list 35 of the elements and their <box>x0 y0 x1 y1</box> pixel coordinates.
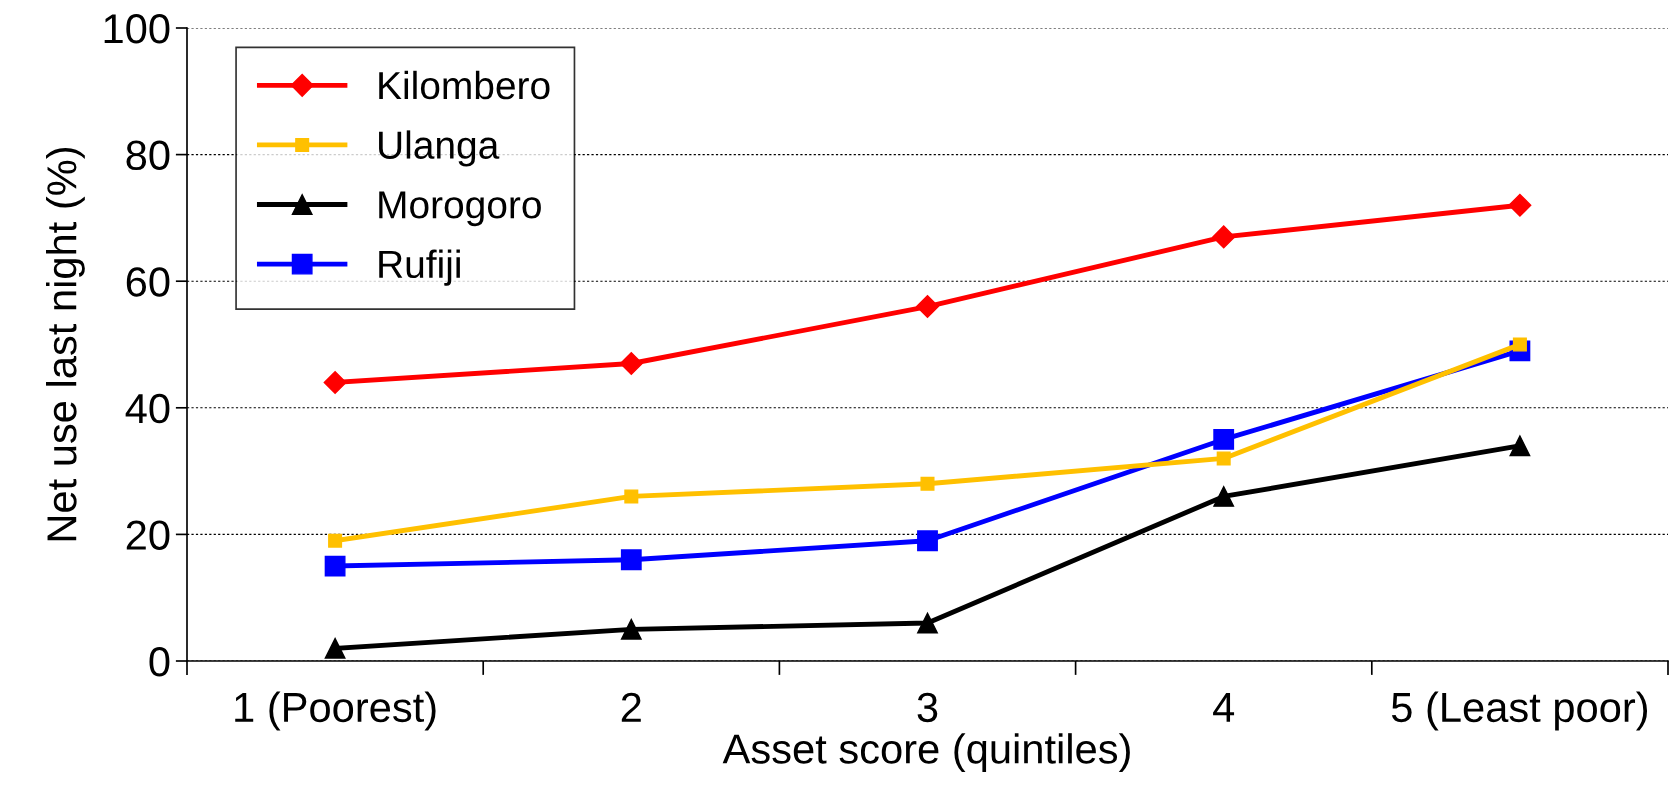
x-tick-label: 2 <box>621 692 641 722</box>
point <box>1213 486 1235 507</box>
x-tick-label: 1 (Poorest) <box>235 691 436 731</box>
y-tick-label: 20 <box>126 520 170 550</box>
y-tick-label: 100 <box>104 14 170 44</box>
point <box>917 612 938 634</box>
legend-label: Kilombero <box>379 70 550 100</box>
point <box>916 295 939 319</box>
point <box>1213 429 1235 450</box>
y-tick-label: 40 <box>125 393 170 424</box>
point <box>323 370 347 394</box>
x-axis-title: Asset score (quintiles) <box>722 733 1130 773</box>
x-tick-label: 3 <box>917 692 938 723</box>
y-tick-label: 80 <box>126 140 170 171</box>
point <box>920 476 935 491</box>
legend-label: Morogoro <box>379 191 541 227</box>
point <box>624 489 639 504</box>
point <box>917 530 938 552</box>
y-axis-title: Net use last night (%) <box>46 147 85 541</box>
x-tick-label: 4 <box>1213 693 1235 722</box>
point <box>1509 435 1531 457</box>
point <box>620 549 642 571</box>
point <box>1216 451 1231 466</box>
x-tick-label: 5 (Least poor) <box>1391 691 1648 731</box>
legend-label: Rufiji <box>379 249 460 286</box>
point <box>328 533 343 548</box>
y-tick-label: 0 <box>149 647 170 677</box>
point <box>619 351 643 375</box>
y-tick-label: 60 <box>126 267 170 297</box>
point <box>324 637 346 659</box>
legend-label: Ulanga <box>379 130 500 167</box>
point <box>1508 193 1532 217</box>
point <box>1212 225 1236 249</box>
point <box>324 555 346 577</box>
point <box>620 618 642 640</box>
